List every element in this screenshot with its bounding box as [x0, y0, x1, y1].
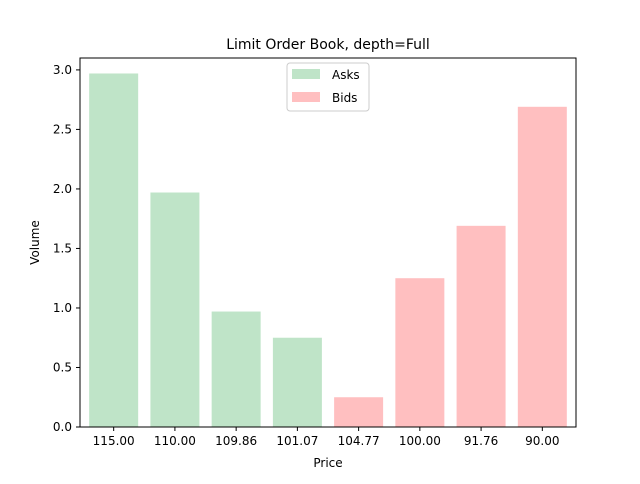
y-axis: 0.0 0.5 1.0 1.5 2.0 2.5 3.0 [53, 63, 80, 434]
x-tick-label: 104.77 [338, 434, 380, 448]
y-tick-label: 0.0 [53, 420, 72, 434]
legend-swatch-asks [292, 69, 320, 79]
bars-layer [89, 73, 567, 428]
y-tick-label: 1.5 [53, 241, 72, 255]
x-tick-label: 115.00 [93, 434, 135, 448]
bar-asks-101.07 [272, 337, 322, 427]
legend-label-asks: Asks [332, 68, 360, 82]
x-tick-label: 100.00 [399, 434, 441, 448]
chart-title: Limit Order Book, depth=Full [226, 37, 430, 53]
y-tick-label: 1.0 [53, 301, 72, 315]
y-axis-label: Volume [28, 220, 42, 265]
x-axis-label: Price [313, 456, 342, 470]
bar-bids-91.76 [456, 225, 506, 427]
plot-frame [79, 57, 577, 428]
x-tick-label: 90.00 [525, 434, 559, 448]
x-tick-label: 91.76 [464, 434, 498, 448]
bar-asks-110.00 [150, 192, 200, 427]
x-axis: 115.00 110.00 109.86 101.07 104.77 100.00 91.7… [93, 427, 560, 448]
y-tick-label: 3.0 [53, 63, 72, 77]
x-tick-label: 109.86 [215, 434, 257, 448]
x-tick-label: 110.00 [154, 434, 196, 448]
bar-asks-115.00 [89, 73, 139, 428]
legend: Asks Bids [286, 62, 370, 112]
legend-swatch-bids [292, 92, 320, 102]
legend-label-bids: Bids [332, 91, 357, 105]
y-tick-label: 2.0 [53, 182, 72, 196]
y-tick-label: 2.5 [53, 122, 72, 136]
x-tick-label: 101.07 [276, 434, 318, 448]
bar-asks-109.86 [211, 311, 261, 427]
y-tick-label: 0.5 [53, 360, 72, 374]
bar-bids-100.00 [395, 278, 445, 427]
bar-bids-90.00 [517, 106, 567, 427]
bar-bids-104.77 [334, 397, 384, 427]
